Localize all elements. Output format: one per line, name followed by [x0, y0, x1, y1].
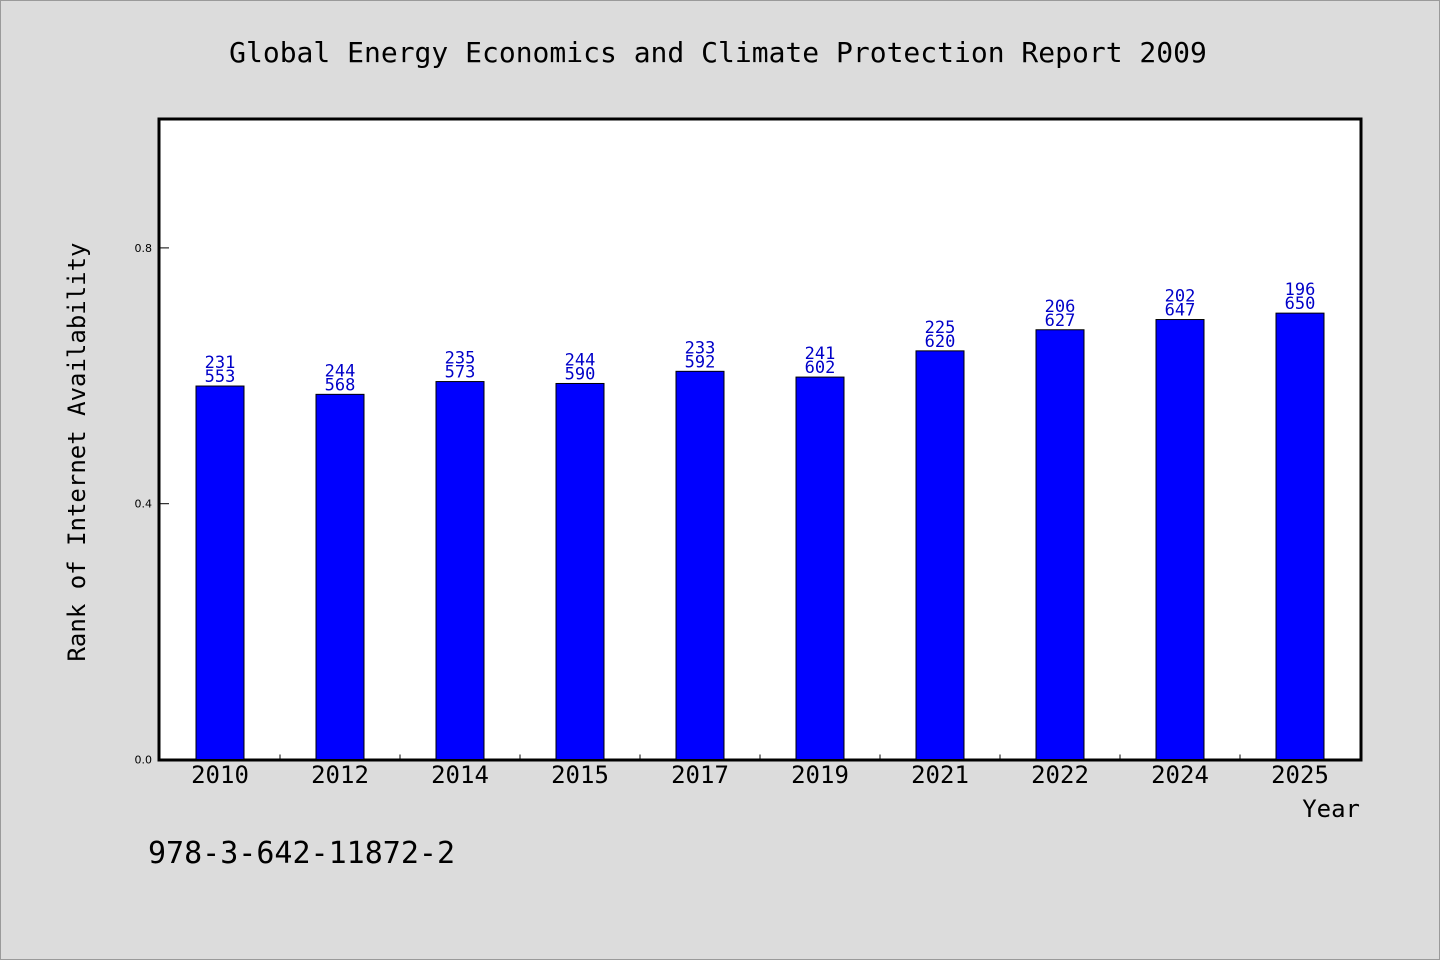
data-label-top-2025: 196: [1285, 280, 1316, 300]
data-label-bottom-2015: 590: [565, 364, 596, 384]
data-label-bottom-2025: 650: [1285, 294, 1316, 314]
data-label-bottom-2021: 620: [925, 332, 956, 352]
data-label-top-2010: 231: [205, 353, 236, 373]
x-tick-label-2015: 2015: [551, 761, 609, 789]
y-axis-label: Rank of Internet Availability: [63, 242, 91, 661]
bar-2017: [675, 370, 725, 760]
y-tick-label-0.0: 0.0: [135, 754, 153, 767]
bar-2022: [1035, 329, 1085, 760]
data-label-top-2017: 233: [685, 338, 716, 358]
x-tick-label-2010: 2010: [191, 761, 249, 789]
axis-ticks-layer: 2010 2012 2014 2015 2017 2019 2021 2022 2024 2025…: [135, 242, 1329, 789]
x-tick-label-2024: 2024: [1151, 761, 1209, 789]
bar-2014: [435, 381, 485, 760]
x-tick-label-2019: 2019: [791, 761, 849, 789]
data-label-top-2019: 241: [805, 344, 836, 364]
bar-2024: [1155, 319, 1205, 760]
bar-2010: [195, 385, 245, 760]
data-label-top-2012: 244: [325, 361, 356, 381]
bar-2015: [555, 382, 605, 760]
x-tick-label-2014: 2014: [431, 761, 489, 789]
data-label-bottom-2017: 592: [685, 352, 716, 372]
data-label-top-2024: 202: [1165, 287, 1196, 307]
bar-2012: [315, 393, 365, 760]
y-tick-label-0.4: 0.4: [135, 498, 153, 511]
x-tick-label-2017: 2017: [671, 761, 729, 789]
data-label-bottom-2022: 627: [1045, 311, 1076, 331]
data-label-top-2015: 244: [565, 350, 596, 370]
data-label-bottom-2024: 647: [1165, 301, 1196, 321]
x-tick-label-2025: 2025: [1271, 761, 1329, 789]
x-tick-label-2022: 2022: [1031, 761, 1089, 789]
chart-title: Global Energy Economics and Climate Prot…: [229, 36, 1207, 69]
data-label-top-2022: 206: [1045, 297, 1076, 317]
bar-2021: [915, 350, 965, 760]
y-tick-label-0.8: 0.8: [135, 242, 153, 255]
data-label-top-2014: 235: [445, 349, 476, 369]
data-label-bottom-2012: 568: [325, 375, 356, 395]
x-tick-label-2012: 2012: [311, 761, 369, 789]
bar-2025: [1275, 312, 1325, 760]
x-axis-label: Year: [1302, 795, 1360, 823]
bar-2019: [795, 376, 845, 760]
data-label-bottom-2014: 573: [445, 363, 476, 383]
data-label-bottom-2010: 553: [205, 367, 236, 387]
x-tick-label-2021: 2021: [911, 761, 969, 789]
data-label-top-2021: 225: [925, 318, 956, 338]
data-label-bottom-2019: 602: [805, 358, 836, 378]
bars-layer: [195, 312, 1325, 760]
isbn-text: 978-3-642-11872-2: [148, 836, 455, 871]
